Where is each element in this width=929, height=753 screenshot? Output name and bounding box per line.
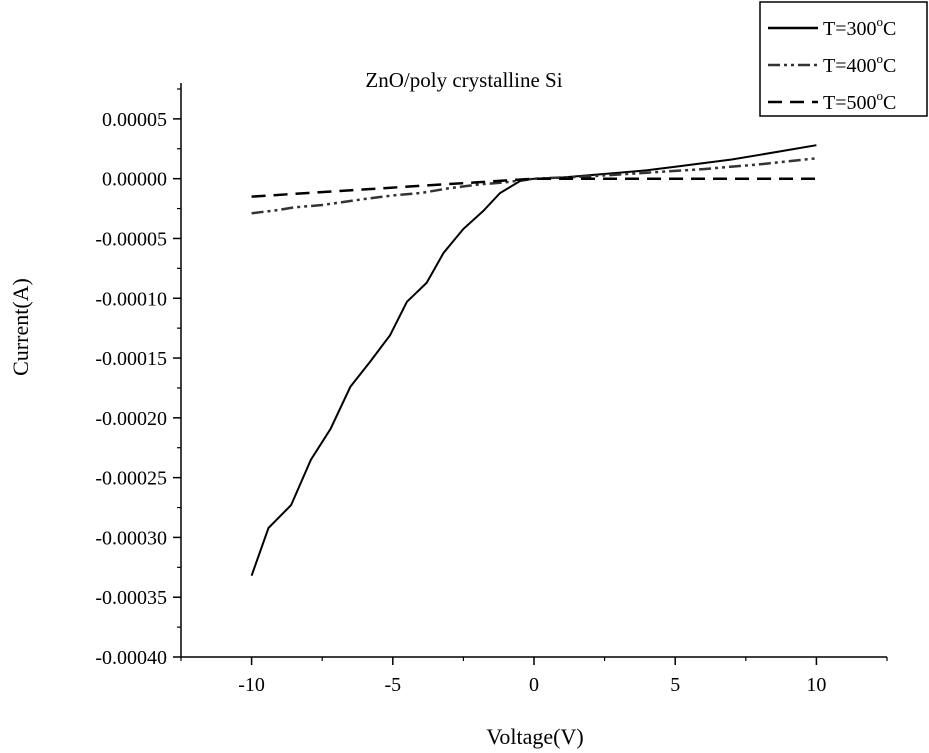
y-tick-label: -0.00035: [95, 587, 167, 609]
y-tick-label: -0.00030: [95, 527, 167, 549]
x-tick-label: 0: [529, 674, 539, 696]
y-tick-label: -0.00010: [95, 288, 167, 310]
legend-label-2: T=400oC: [823, 51, 896, 77]
chart-title: ZnO/poly crystalline Si: [365, 68, 562, 92]
series-line-3: [251, 177, 817, 198]
series-line-2: [251, 157, 817, 215]
x-tick-label: -5: [384, 674, 401, 696]
legend-label-3: T=500oC: [823, 88, 896, 114]
legend: T=300oC T=400oC T=500oC: [759, 1, 928, 117]
legend-label-1: T=300oC: [823, 14, 896, 40]
y-tick-label: -0.00005: [95, 228, 167, 250]
x-tick-label: 5: [670, 674, 680, 696]
x-tick-label: -10: [238, 674, 265, 696]
x-axis-label: Voltage(V): [486, 724, 583, 749]
y-tick-label: -0.00040: [95, 647, 167, 669]
y-tick-label: -0.00020: [95, 408, 167, 430]
series-line-1: [250, 144, 817, 577]
y-tick-label: -0.00025: [95, 468, 167, 490]
y-tick-label: -0.00015: [95, 348, 167, 370]
plot-area: 0.00005 0.00000 -0.00005 -0.00010 -0.00015 -0…: [95, 83, 888, 696]
y-tick-label: 0.00000: [102, 169, 167, 191]
y-tick-label: 0.00005: [102, 109, 167, 131]
legend-box: [759, 1, 928, 117]
x-tick-label: 10: [806, 674, 826, 696]
y-axis-label: Current(A): [8, 278, 33, 376]
